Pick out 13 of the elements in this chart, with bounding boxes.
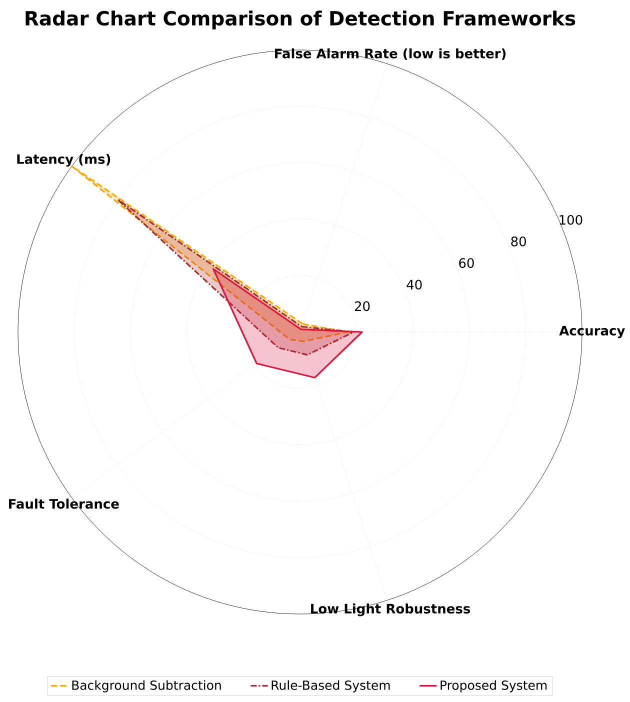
legend-label: Background Subtraction xyxy=(72,680,221,692)
y-tick-label: 60 xyxy=(459,258,474,268)
spoke-label: Accuracy xyxy=(559,326,625,338)
chart-title: Radar Chart Comparison of Detection Frameworks xyxy=(26,10,576,30)
y-tick-label: 40 xyxy=(406,280,422,290)
spoke-label: Latency (ms) xyxy=(17,154,110,167)
legend-label: Proposed System xyxy=(440,680,547,692)
y-tick-label: 100 xyxy=(560,214,582,225)
spoke-label: Low Light Robustness xyxy=(311,604,470,616)
y-tick-label: 80 xyxy=(511,236,526,246)
y-tick-label: 20 xyxy=(354,301,370,312)
spoke-label: Fault Tolerance xyxy=(9,498,119,509)
legend-label: Rule-Based System xyxy=(272,680,390,692)
